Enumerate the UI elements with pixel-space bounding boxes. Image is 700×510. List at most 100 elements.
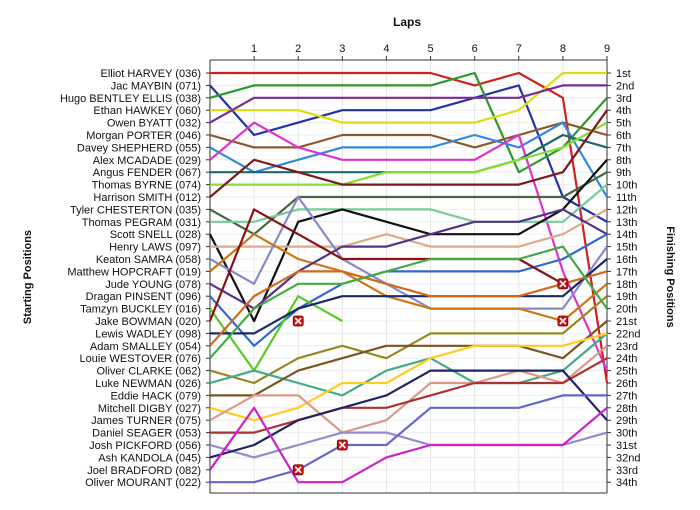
series-line [209, 270, 608, 347]
starting-position-label: Harrison SMITH (012) [93, 192, 201, 204]
finishing-position-label: 1st [616, 68, 631, 80]
finishing-position-label: 26th [616, 378, 637, 390]
starting-position-label: Morgan PORTER (046) [86, 130, 201, 142]
lap-tick-label: 9 [604, 43, 610, 55]
finishing-position-label: 16th [616, 254, 637, 266]
finishing-position-label: 25th [616, 366, 637, 378]
starting-position-labels: Elliot HARVEY (036)Jac MAYBIN (071)Hugo … [60, 68, 210, 489]
finishing-position-label: 19th [616, 291, 637, 303]
marker-cross [294, 317, 302, 325]
lap-tick-label: 5 [427, 43, 433, 55]
starting-position-label: Eddie HACK (079) [111, 390, 202, 402]
marker-cross [559, 280, 567, 288]
finishing-position-label: 11th [616, 192, 637, 204]
lap-tick-label: 1 [251, 43, 257, 55]
series-line [209, 245, 608, 359]
finishing-position-label: 22nd [616, 328, 640, 340]
series-line [209, 406, 608, 484]
finishing-position-label: 9th [616, 167, 631, 179]
finishing-position-label: 24th [616, 353, 637, 365]
lap-tick-label: 6 [472, 43, 478, 55]
series-line [209, 332, 608, 422]
series-line [209, 84, 607, 124]
starting-position-label: Jude YOUNG (078) [105, 279, 201, 291]
finishing-position-label: 4th [616, 105, 631, 117]
series-line [210, 357, 608, 434]
starting-position-label: Dragan PINSENT (096) [86, 291, 201, 303]
finishing-position-label: 15th [616, 242, 637, 254]
marker-cross [294, 466, 302, 474]
series-line [210, 133, 608, 174]
starting-position-label: Jake BOWMAN (020) [95, 316, 201, 328]
starting-position-label: James TURNER (075) [91, 415, 201, 427]
retirement-marker [557, 278, 569, 290]
series-line [209, 84, 608, 223]
lap-tick-label: 8 [560, 43, 566, 55]
starting-position-label: Josh PICKFORD (056) [89, 440, 201, 452]
finishing-position-label: 14th [616, 229, 637, 241]
finishing-position-label: 17th [616, 266, 637, 278]
finishing-position-label: 33rd [616, 465, 638, 477]
starting-position-label: Elliot HARVEY (036) [101, 68, 201, 80]
starting-position-label: Daniel SEAGER (053) [92, 428, 201, 440]
starting-position-label: Joel BRADFORD (082) [87, 465, 201, 477]
starting-position-label: Keaton SAMRA (058) [96, 254, 201, 266]
series-line [209, 233, 608, 347]
finishing-position-label: 28th [616, 403, 637, 415]
finishing-position-label: 27th [616, 390, 637, 402]
starting-position-label: Ash KANDOLA (045) [98, 452, 201, 464]
chart-title: Laps [393, 15, 421, 29]
retirement-markers [292, 278, 569, 476]
starting-position-label: Mitchell DIGBY (027) [98, 403, 201, 415]
finishing-position-label: 21st [616, 316, 637, 328]
starting-position-label: Hugo BENTLEY ELLIS (038) [60, 93, 201, 105]
series-line [209, 159, 608, 323]
finishing-position-label: 12th [616, 204, 637, 216]
starting-position-label: Thomas BYRNE (074) [92, 180, 201, 192]
starting-position-label: Alex MCADADE (029) [93, 155, 201, 167]
series-line [209, 233, 608, 323]
y-axis-right-label: Finishing Positions [664, 226, 676, 327]
starting-position-label: Oliver MOURANT (022) [85, 477, 201, 489]
lap-tick-label: 2 [295, 43, 301, 55]
series-line [210, 258, 608, 335]
series-line [209, 121, 608, 149]
lap-tick-labels: 1 2 3 4 5 6 7 8 9 [251, 43, 610, 60]
starting-position-label: Angus FENDER (067) [93, 167, 201, 179]
marker-cross [559, 317, 567, 325]
plot-frame [209, 59, 608, 494]
starting-position-label: Luke NEWMAN (026) [95, 378, 201, 390]
starting-position-label: Tyler CHESTERTON (035) [70, 204, 201, 216]
finishing-position-label: 30th [616, 428, 637, 440]
starting-position-label: Owen BYATT (032) [107, 118, 201, 130]
retirement-marker [292, 315, 304, 327]
finishing-position-label: 7th [616, 142, 631, 154]
finishing-position-label: 31st [616, 440, 637, 452]
finishing-position-label: 8th [616, 155, 631, 167]
marker-cross [338, 441, 346, 449]
series-line [209, 121, 609, 372]
finishing-position-label: 3rd [616, 93, 632, 105]
starting-position-label: Oliver CLARKE (062) [96, 366, 201, 378]
finishing-position-label: 23rd [616, 341, 638, 353]
y-axis-left-label: Starting Positions [22, 230, 34, 324]
starting-position-label: Thomas PEGRAM (031) [82, 217, 201, 229]
finishing-position-label: 20th [616, 304, 637, 316]
series-line [209, 295, 343, 372]
series-line [210, 183, 608, 223]
lap-tick-label: 7 [516, 43, 522, 55]
starting-position-label: Ethan HAWKEY (060) [93, 105, 201, 117]
starting-position-label: Adam SMALLEY (054) [90, 341, 201, 353]
finishing-position-label: 18th [616, 279, 637, 291]
lap-tick-label: 3 [339, 43, 345, 55]
finishing-position-label: 13th [616, 217, 637, 229]
series-lines [208, 71, 609, 484]
finishing-position-label: 34th [616, 477, 637, 489]
retirement-marker [336, 439, 348, 451]
starting-position-label: Louie WESTOVER (076) [80, 353, 201, 365]
series-line [210, 71, 609, 384]
starting-position-label: Henry LAWS (097) [109, 242, 201, 254]
finishing-position-labels: 1st2nd3rd4th5th6th7th8th9th10th11th12th1… [607, 68, 640, 489]
finishing-position-label: 32nd [616, 452, 640, 464]
